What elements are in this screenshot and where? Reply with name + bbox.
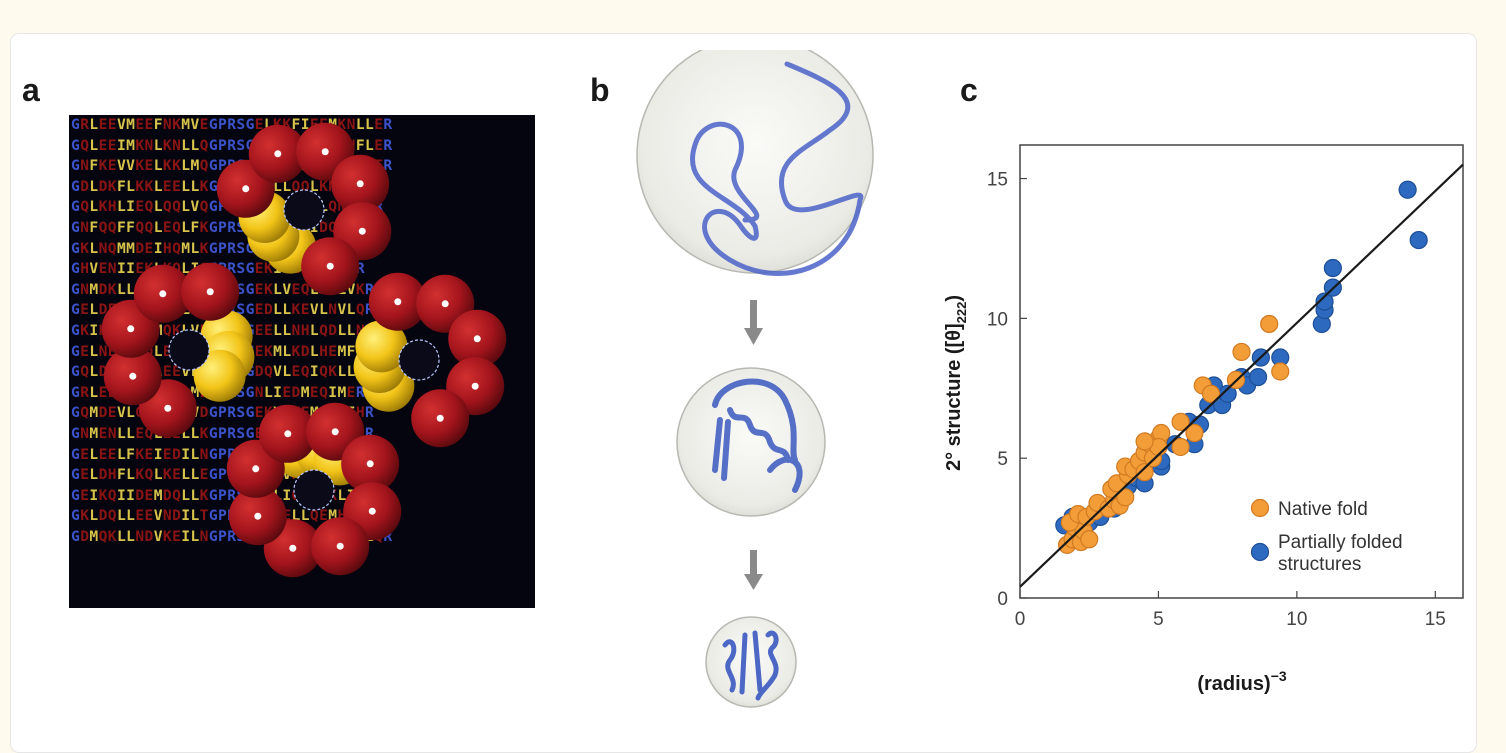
folding-diagram (636, 50, 874, 708)
data-point (1171, 412, 1190, 431)
data-point (1323, 258, 1342, 278)
data-point (1260, 314, 1279, 334)
partially-folded-sphere (676, 367, 826, 517)
panel-label-c: c (960, 72, 978, 108)
down-arrow-icon (744, 300, 763, 345)
x-tick-label: 5 (1153, 609, 1164, 630)
data-point (1135, 432, 1154, 451)
legend-marker-partial (1250, 542, 1270, 562)
data-point (1409, 230, 1428, 250)
legend-label-native: Native fold (1278, 499, 1368, 520)
fit-line (1019, 163, 1464, 588)
data-point (1271, 362, 1290, 381)
y-axis-label: 2° structure ([θ]222) (943, 295, 969, 471)
legend-marker-native (1250, 498, 1270, 518)
legend-label-partial-line2: structures (1278, 554, 1361, 575)
x-tick-label: 0 (1015, 609, 1026, 630)
y-tick-label: 15 (987, 170, 1008, 191)
x-tick-label: 15 (1425, 609, 1446, 630)
panel-label-a: a (22, 72, 40, 108)
x-tick-label: 10 (1286, 609, 1307, 630)
plot-area (1019, 144, 1464, 599)
data-point (1201, 384, 1221, 403)
scatter-chart: 0 5 10 15 0 5 10 15 Native fold Partially folded… (943, 144, 1464, 695)
data-point (1185, 423, 1204, 443)
x-axis-label: (radius)−3 (1197, 668, 1287, 695)
y-tick-label: 10 (987, 309, 1008, 330)
panel-label-b: b (590, 72, 610, 108)
data-point (1315, 292, 1334, 311)
data-point (1249, 367, 1268, 387)
y-tick-label: 0 (997, 589, 1008, 610)
molecular-model-overlay (101, 122, 507, 578)
native-fold-sphere (705, 616, 797, 708)
legend-label-partial: Partially folded (1278, 532, 1403, 553)
data-point (1398, 180, 1417, 199)
data-point (1116, 488, 1135, 507)
data-point (1080, 530, 1099, 549)
data-point (1232, 342, 1251, 362)
unfolded-chain-sphere (636, 50, 874, 276)
data-point (1171, 437, 1190, 457)
down-arrow-icon (744, 550, 763, 590)
y-tick-label: 5 (997, 449, 1008, 470)
data-point (1135, 463, 1154, 482)
